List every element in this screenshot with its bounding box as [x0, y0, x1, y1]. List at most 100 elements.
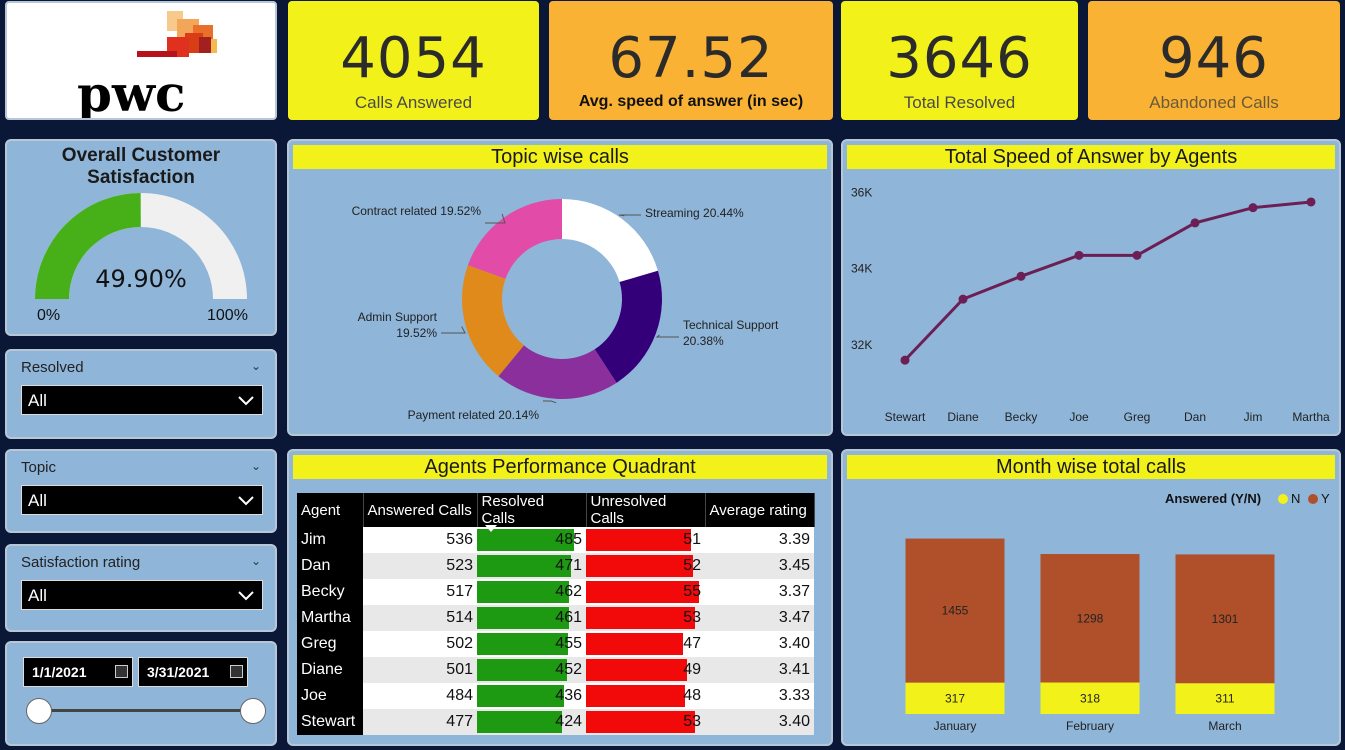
resolved-cell: 485 — [477, 527, 586, 553]
data-point[interactable] — [1190, 218, 1200, 228]
column-header[interactable]: Answered Calls — [363, 493, 478, 527]
table-row[interactable]: Jim 536 485 51 3.39 — [297, 527, 814, 553]
unresolved-cell: 51 — [586, 527, 705, 553]
table-row[interactable]: Martha 514 461 53 3.47 — [297, 605, 814, 631]
unresolved-cell: 49 — [586, 657, 705, 683]
donut-label: Payment related 20.14% — [408, 408, 540, 422]
dropdown-value: All — [28, 391, 47, 410]
unresolved-cell: 47 — [586, 631, 705, 657]
resolved-cell: 471 — [477, 553, 586, 579]
donut-leader-line — [441, 326, 466, 334]
column-header[interactable]: Average rating — [705, 493, 815, 527]
topic-dropdown[interactable]: All — [21, 485, 263, 515]
resolved-cell: 462 — [477, 579, 586, 605]
donut-slice-contract-related[interactable] — [467, 199, 562, 279]
table-row[interactable]: Joe 484 436 48 3.33 — [297, 683, 814, 709]
end-date-input[interactable]: 3/31/2021 — [138, 657, 248, 687]
donut-slice-streaming[interactable] — [562, 199, 658, 283]
legend-title: Answered (Y/N) — [1165, 491, 1261, 506]
bar-y[interactable] — [1175, 554, 1275, 684]
data-point[interactable] — [1132, 250, 1142, 260]
month-bar-chart: Answered (Y/N) N Y 317 1455 January 318 1298 Feb… — [905, 491, 1330, 733]
bar-n[interactable] — [1175, 683, 1275, 714]
column-header[interactable]: Agent — [297, 493, 364, 527]
cell-value: 424 — [555, 713, 582, 730]
date-range-end-handle[interactable] — [240, 698, 266, 724]
table-row[interactable]: Greg 502 455 47 3.40 — [297, 631, 814, 657]
agent-cell: Stewart — [297, 709, 363, 735]
kpi-label: Total Resolved — [903, 93, 1016, 112]
gauge-min-label: 0% — [37, 307, 61, 324]
performance-table: Agent Answered Calls Resolved Calls Unre… — [297, 493, 815, 735]
data-point[interactable] — [1016, 271, 1026, 281]
bar-y[interactable] — [905, 538, 1005, 683]
date-range-track — [39, 709, 253, 712]
collapse-chevron-icon[interactable]: ⌄ — [250, 554, 261, 568]
data-point[interactable] — [1306, 197, 1316, 207]
data-point[interactable] — [1074, 250, 1084, 260]
resolved-dropdown[interactable]: All — [21, 385, 263, 415]
speed-answer-panel: Total Speed of Answer by Agents 32K 34K 36… — [841, 139, 1341, 436]
table-row[interactable]: Becky 517 462 55 3.37 — [297, 579, 814, 605]
donut-slice-admin-support[interactable] — [462, 265, 524, 377]
calendar-icon[interactable] — [115, 665, 128, 678]
cell-value: 461 — [555, 609, 582, 626]
table-row[interactable]: Dan 523 471 52 3.45 — [297, 553, 814, 579]
date-range-start-handle[interactable] — [26, 698, 52, 724]
resolved-bar — [477, 659, 568, 681]
answered-cell: 502 — [363, 631, 477, 657]
x-tick-label: March — [1208, 719, 1241, 733]
start-date-input[interactable]: 1/1/2021 — [23, 657, 133, 687]
slicer-label: Topic — [21, 459, 57, 476]
x-tick-label: Joe — [1069, 410, 1089, 424]
column-header[interactable]: Unresolved Calls — [586, 493, 706, 527]
resolved-bar — [477, 555, 572, 577]
gauge-chart — [35, 193, 247, 299]
cell-value: 471 — [555, 557, 582, 574]
satisfaction-dropdown[interactable]: All — [21, 580, 263, 610]
agent-cell: Martha — [297, 605, 363, 631]
donut-label: Admin Support — [358, 310, 438, 324]
gauge-max-label: 100% — [207, 307, 248, 324]
collapse-chevron-icon[interactable]: ⌄ — [250, 459, 261, 473]
cell-value: 452 — [555, 661, 582, 678]
collapse-chevron-icon[interactable]: ⌄ — [250, 359, 261, 373]
pwc-logo: pwc — [77, 11, 217, 118]
x-tick-label: February — [1066, 719, 1114, 733]
unresolved-bar — [586, 529, 691, 551]
y-tick-label: 32K — [851, 338, 872, 352]
bar-n[interactable] — [905, 682, 1005, 714]
donut-label-value: 20.38% — [683, 334, 724, 348]
bar-n[interactable] — [1040, 682, 1140, 714]
donut-slice-payment-related[interactable] — [498, 345, 617, 399]
bar-y-label: 1455 — [942, 604, 969, 618]
cell-value: 47 — [683, 635, 701, 652]
bar-n-label: 318 — [1080, 691, 1100, 705]
dropdown-value: All — [28, 491, 47, 510]
rating-cell: 3.37 — [705, 579, 814, 605]
resolved-bar — [477, 581, 570, 603]
table-row[interactable]: Diane 501 452 49 3.41 — [297, 657, 814, 683]
table-row[interactable]: Stewart 477 424 53 3.40 — [297, 709, 814, 735]
unresolved-bar — [586, 581, 699, 603]
agent-cell: Diane — [297, 657, 363, 683]
calendar-icon[interactable] — [230, 665, 243, 678]
data-point[interactable] — [958, 294, 968, 304]
bar-y[interactable] — [1040, 554, 1140, 683]
gauge-title-line1: Overall Customer — [61, 145, 221, 166]
unresolved-bar — [586, 633, 683, 655]
data-point[interactable] — [900, 355, 910, 365]
agent-cell: Becky — [297, 579, 363, 605]
resolved-cell: 455 — [477, 631, 586, 657]
table-header-row: Agent Answered Calls Resolved Calls Unre… — [297, 493, 815, 527]
series-line — [903, 200, 1312, 362]
data-point[interactable] — [1248, 203, 1258, 213]
resolved-bar — [477, 685, 565, 707]
resolved-cell: 436 — [477, 683, 586, 709]
kpi-abandoned-calls: 946 Abandoned Calls — [1088, 1, 1340, 120]
donut-slice-technical-support[interactable] — [594, 270, 662, 383]
chevron-down-icon — [238, 496, 254, 506]
gauge-title: Overall Customer Satisfaction — [7, 145, 275, 189]
column-header[interactable]: Resolved Calls — [477, 493, 587, 527]
topic-slicer: Topic ⌄ All — [5, 449, 277, 533]
